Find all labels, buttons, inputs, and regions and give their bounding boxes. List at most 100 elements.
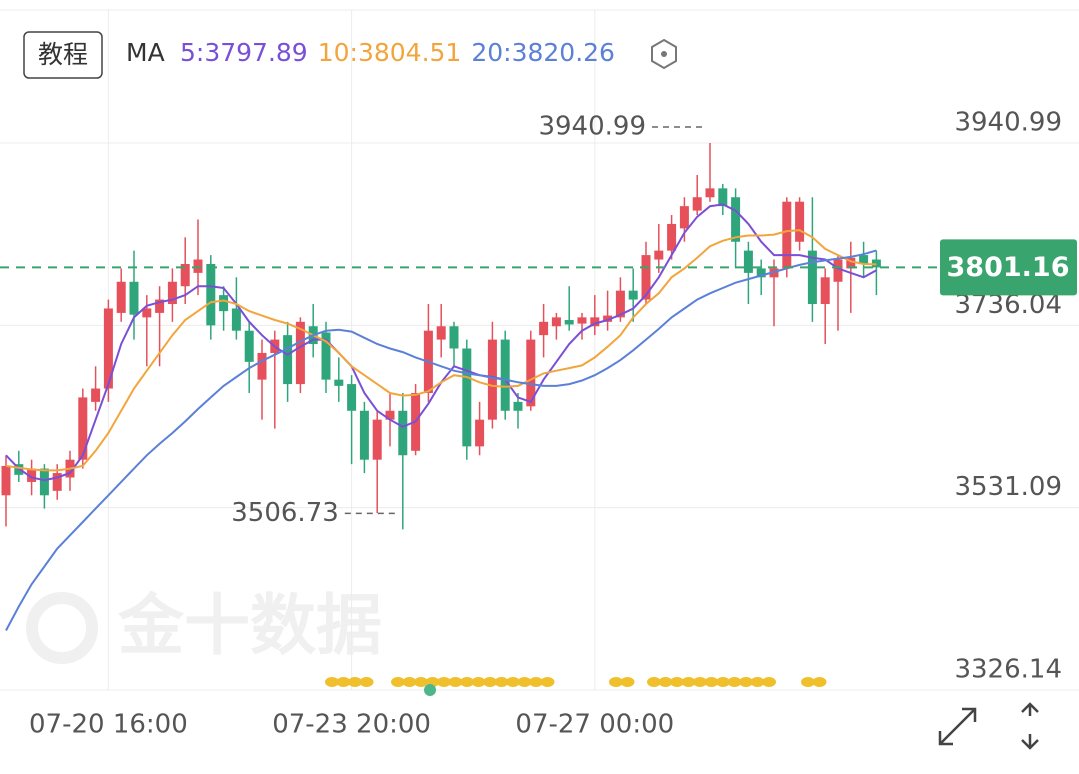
- legend-entry: 20:3820.26: [471, 38, 615, 67]
- event-marker: [812, 677, 827, 687]
- candle-body: [564, 320, 574, 325]
- event-marker: [658, 677, 673, 687]
- event-marker: [437, 677, 451, 687]
- event-marker: [750, 677, 765, 687]
- watermark: 金十数据: [117, 587, 382, 664]
- candle-body: [321, 332, 331, 380]
- candle-body: [155, 299, 165, 313]
- event-marker: [448, 677, 463, 687]
- extreme-label: 3506.73: [231, 498, 339, 528]
- candle-body: [385, 410, 395, 420]
- event-marker: [506, 677, 520, 687]
- candle-body: [526, 339, 536, 407]
- candle-body: [52, 473, 62, 491]
- candle-body: [475, 419, 485, 447]
- candle-body: [731, 197, 741, 242]
- last-price-box: [940, 239, 1077, 296]
- settings-hexagon[interactable]: [651, 38, 677, 70]
- event-marker: [483, 677, 497, 687]
- ma-title: MA: [126, 38, 165, 67]
- event-marker: [460, 677, 474, 687]
- candle-body: [487, 339, 497, 420]
- x-tick-label: 07-23 20:00: [272, 710, 431, 740]
- candle-body: [667, 223, 677, 251]
- candle-body: [705, 188, 715, 198]
- tutorial-button-label[interactable]: 教程: [38, 40, 88, 69]
- candle-body: [244, 330, 254, 362]
- candle-body: [820, 277, 830, 305]
- candle-body: [142, 308, 152, 318]
- candle-body: [129, 281, 139, 315]
- candle-body: [231, 308, 241, 331]
- candle-body: [551, 317, 561, 327]
- candle-body: [103, 308, 113, 389]
- settings-dot[interactable]: [661, 51, 667, 57]
- candle-body: [756, 268, 766, 278]
- event-marker: [540, 677, 555, 687]
- candle-body: [513, 401, 523, 411]
- event-dot: [424, 684, 436, 696]
- settings-icon[interactable]: [651, 38, 677, 70]
- event-marker: [471, 677, 486, 687]
- candle-body: [116, 281, 126, 313]
- vertical-arrow[interactable]: [1021, 702, 1039, 750]
- extreme-label: 3940.99: [538, 111, 646, 141]
- candle-body: [359, 410, 369, 460]
- candle-body: [167, 281, 177, 305]
- legend-entry: 5:3797.89: [180, 38, 308, 67]
- candle-body: [590, 317, 600, 327]
- x-tick-label: 07-27 00:00: [515, 710, 674, 740]
- candle-body: [27, 468, 37, 482]
- candle-body: [615, 290, 625, 318]
- candle-body: [577, 317, 587, 324]
- candle-body: [795, 201, 805, 242]
- event-marker: [727, 677, 742, 687]
- event-marker: [762, 677, 776, 687]
- x-tick-label: 07-20 16:00: [29, 710, 188, 740]
- event-marker: [359, 677, 374, 687]
- event-marker: [704, 677, 719, 687]
- event-marker: [402, 677, 417, 687]
- event-marker: [414, 677, 428, 687]
- candle-body: [500, 339, 510, 411]
- event-marker: [348, 677, 362, 687]
- expand-icon[interactable]: [938, 707, 977, 746]
- candle-body: [603, 315, 613, 322]
- last-price-label: 3801.16: [947, 252, 1070, 283]
- watermark-logo: [26, 592, 98, 664]
- candle-body: [782, 201, 792, 269]
- candle-body: [193, 259, 203, 273]
- event-marker: [681, 677, 696, 687]
- candle-body: [641, 255, 651, 300]
- candle-body: [833, 259, 843, 282]
- candle-body: [628, 290, 638, 300]
- candle-body: [398, 410, 408, 456]
- event-marker: [716, 677, 730, 687]
- candle-body: [283, 335, 293, 385]
- y-tick-label: 3326.14: [954, 655, 1062, 685]
- event-marker: [391, 677, 405, 687]
- event-marker: [739, 677, 753, 687]
- candle-body: [91, 388, 101, 402]
- candles: [1, 142, 881, 530]
- candle-body: [206, 263, 216, 326]
- expand-arrow[interactable]: [938, 707, 977, 746]
- candle-body: [334, 379, 344, 386]
- event-marker: [620, 677, 635, 687]
- legend-entry: 10:3804.51: [318, 38, 462, 67]
- candle-body: [347, 384, 357, 411]
- candle-body: [462, 348, 472, 447]
- event-marker: [517, 677, 532, 687]
- ma-line: [5, 249, 877, 631]
- candle-body: [436, 326, 446, 340]
- event-marker: [325, 677, 339, 687]
- vertical-scale-icon[interactable]: [1021, 702, 1039, 750]
- tutorial-button[interactable]: [23, 31, 103, 79]
- y-tick-label: 3531.09: [954, 472, 1062, 502]
- candle-body: [692, 197, 702, 211]
- candle-body: [39, 468, 49, 496]
- candle-body: [718, 188, 728, 207]
- candle-body: [372, 419, 382, 460]
